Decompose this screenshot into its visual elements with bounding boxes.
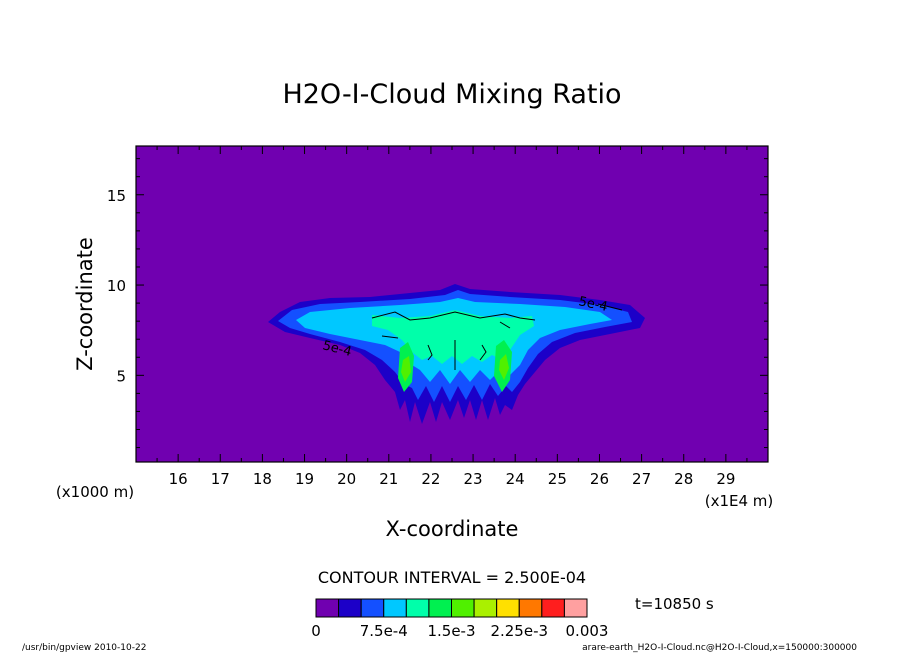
x-axis-title: X-coordinate [386,517,519,541]
colorbar-swatch [315,598,340,618]
colorbar-swatch [496,598,520,618]
colorbar-swatch [360,598,385,618]
x-tick-label: 29 [716,470,735,488]
colorbar-swatch [473,598,498,618]
colorbar-tick-labels: 0 7.5e-4 1.5e-3 2.25e-3 0.003 [311,622,608,640]
x-tick-label: 28 [674,470,693,488]
x-tick-label: 25 [548,470,567,488]
contour-fill-level-6 [401,356,411,382]
contour-line [381,335,399,339]
chart-title: H2O-I-Cloud Mixing Ratio [282,79,621,110]
contour-fill-level-4 [372,310,534,364]
footer-right: arare-earth_H2O-I-Cloud.nc@H2O-I-Cloud,x… [582,643,857,653]
contour-line [427,344,433,361]
colorbar-tick-label: 7.5e-4 [360,622,408,640]
colorbar-swatch [338,598,362,618]
colorbar [315,598,588,618]
x-tick-label: 20 [337,470,356,488]
y-tick-label: 10 [107,277,126,295]
x-tick-label: 18 [253,470,272,488]
time-label: t=10850 s [635,595,714,613]
contour-label: 5e-4 [577,294,609,315]
x-tick-label: 27 [632,470,651,488]
colorbar-tick-label: 1.5e-3 [427,622,475,640]
contour-line [499,321,511,329]
colorbar-swatch [428,598,452,618]
contour-interval-label: CONTOUR INTERVAL = 2.500E-04 [318,568,586,587]
x-tick-label: 23 [464,470,483,488]
contour-line [597,303,623,311]
footer-left: /usr/bin/gpview 2010-10-22 [22,643,146,653]
colorbar-swatch [451,598,475,618]
colorbar-tick-label: 2.25e-3 [490,622,548,640]
colorbar-tick-label: 0.003 [566,622,609,640]
x-tick-label: 21 [379,470,398,488]
contour-label: 5e-4 [321,338,353,360]
contour-line [371,311,536,321]
y-tick-labels: 5 10 15 [107,187,126,386]
y-tick-label: 15 [107,187,126,205]
plot-area: 5e-4 5e-4 [135,145,769,463]
colorbar-tick-label: 0 [311,622,321,640]
y-unit-label: (x1000 m) [56,483,134,501]
colorbar-swatch [405,598,430,618]
x-tick-label: 24 [506,470,525,488]
contour-fill-level-6b [499,354,509,380]
x-unit-label: (x1E4 m) [705,492,774,510]
colorbar-swatch [383,598,407,618]
x-tick-label: 16 [169,470,188,488]
x-tick-label: 17 [211,470,230,488]
x-tick-label: 19 [295,470,314,488]
contour-lines [371,303,623,370]
y-tick-label: 5 [116,367,126,385]
x-tick-label: 22 [421,470,440,488]
x-tick-label: 26 [590,470,609,488]
contour-line [479,344,487,361]
y-axis-title: Z-coordinate [73,237,97,371]
colorbar-swatch [563,598,588,618]
colorbar-swatch [518,598,543,618]
axis-ticks [136,146,768,462]
colorbar-swatch [541,598,565,618]
x-tick-labels: 16 17 18 19 20 21 22 23 24 25 26 27 28 29 [169,470,736,488]
